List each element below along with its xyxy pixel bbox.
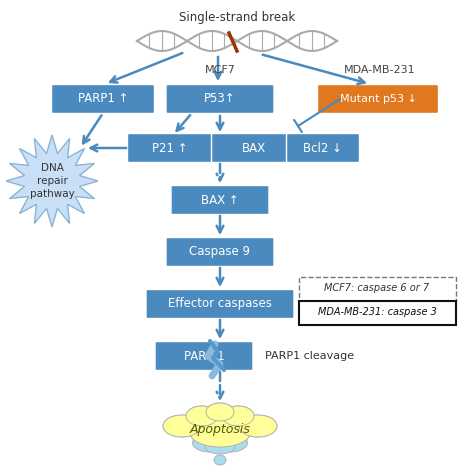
FancyBboxPatch shape xyxy=(52,85,155,113)
Ellipse shape xyxy=(214,455,226,465)
FancyBboxPatch shape xyxy=(166,85,274,113)
Text: MCF7: MCF7 xyxy=(205,65,236,75)
Ellipse shape xyxy=(239,415,277,437)
Ellipse shape xyxy=(186,406,218,426)
Ellipse shape xyxy=(163,415,201,437)
Ellipse shape xyxy=(163,415,201,437)
Ellipse shape xyxy=(206,403,234,421)
Ellipse shape xyxy=(206,403,234,421)
FancyBboxPatch shape xyxy=(211,133,297,162)
FancyBboxPatch shape xyxy=(299,277,456,301)
Text: Apoptosis: Apoptosis xyxy=(190,424,250,436)
Text: P53↑: P53↑ xyxy=(204,92,236,106)
Text: MCF7: caspase 6 or 7: MCF7: caspase 6 or 7 xyxy=(324,283,429,293)
Ellipse shape xyxy=(239,415,277,437)
Text: Mutant p53 ↓: Mutant p53 ↓ xyxy=(339,94,417,104)
Text: PARP1 cleavage: PARP1 cleavage xyxy=(265,351,354,361)
Polygon shape xyxy=(6,135,98,227)
Ellipse shape xyxy=(205,438,235,454)
FancyBboxPatch shape xyxy=(128,133,212,162)
Text: PARP 1: PARP 1 xyxy=(184,349,224,363)
Text: Single-strand break: Single-strand break xyxy=(179,11,295,24)
Text: MDA-MB-231: caspase 3: MDA-MB-231: caspase 3 xyxy=(318,307,437,317)
Ellipse shape xyxy=(186,406,218,426)
Ellipse shape xyxy=(212,434,247,452)
Text: Effector caspases: Effector caspases xyxy=(168,298,272,310)
Ellipse shape xyxy=(190,419,250,447)
Text: Bcl2 ↓: Bcl2 ↓ xyxy=(303,141,343,155)
FancyBboxPatch shape xyxy=(286,133,359,162)
Ellipse shape xyxy=(192,434,228,452)
Ellipse shape xyxy=(222,406,254,426)
FancyBboxPatch shape xyxy=(146,289,294,318)
Text: PARP1 ↑: PARP1 ↑ xyxy=(78,92,128,106)
FancyBboxPatch shape xyxy=(171,186,269,215)
Ellipse shape xyxy=(190,419,250,447)
Text: P21 ↑: P21 ↑ xyxy=(152,141,188,155)
FancyBboxPatch shape xyxy=(166,238,274,267)
Text: BAX: BAX xyxy=(242,141,266,155)
Ellipse shape xyxy=(222,406,254,426)
FancyBboxPatch shape xyxy=(318,85,438,113)
FancyBboxPatch shape xyxy=(155,341,253,370)
FancyBboxPatch shape xyxy=(299,301,456,325)
Text: MDA-MB-231: MDA-MB-231 xyxy=(344,65,416,75)
Text: BAX ↑: BAX ↑ xyxy=(201,194,239,207)
Text: Caspase 9: Caspase 9 xyxy=(190,246,250,258)
Text: DNA
repair
pathway: DNA repair pathway xyxy=(29,163,74,199)
